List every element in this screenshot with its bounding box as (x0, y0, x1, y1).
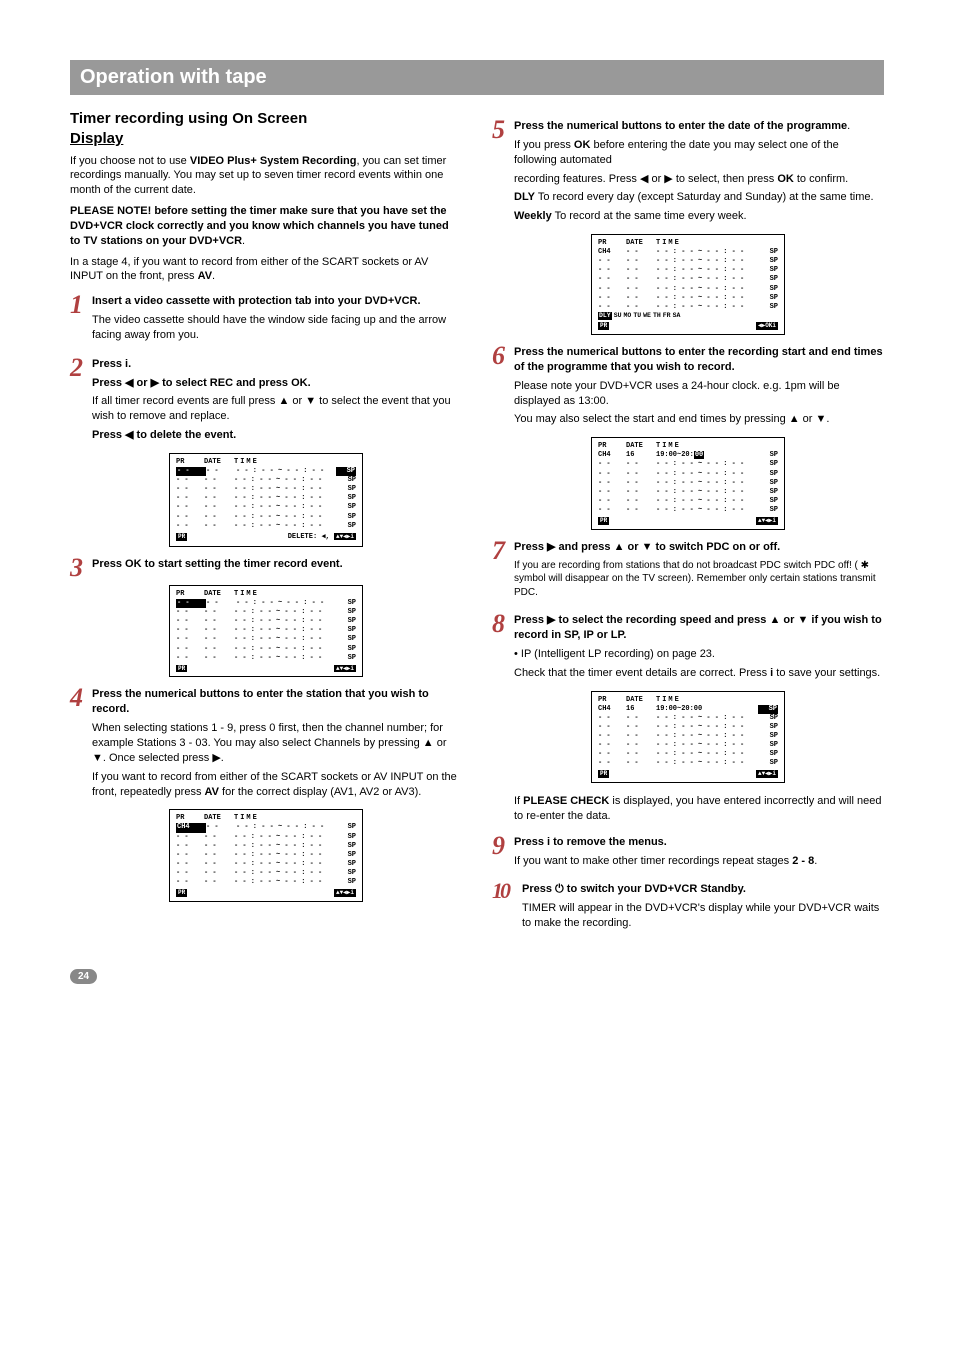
step-number: 8 (492, 613, 510, 635)
step-number: 10 (492, 882, 518, 901)
intro-p1: If you choose not to use VIDEO Plus+ Sys… (70, 154, 462, 199)
step4-b2: If you want to record from either of the… (92, 770, 462, 800)
step4-b1: When selecting stations 1 - 9, press 0 f… (92, 721, 462, 766)
step3-title: Press OK to start setting the timer reco… (92, 557, 462, 572)
step-number: 4 (70, 687, 88, 709)
osd-screen-step2: PRDATETIME - -- -- - : - - ~ - - : - -SP… (169, 453, 363, 547)
step7-title: Press ▶ and press ▲ or ▼ to switch PDC o… (514, 540, 884, 555)
step1-title: Insert a video cassette with protection … (92, 294, 462, 309)
step5-d2: Weekly To record at the same time every … (514, 209, 884, 224)
step-number: 7 (492, 540, 510, 562)
step6-b1: Please note your DVD+VCR uses a 24-hour … (514, 379, 884, 409)
step6-b2: You may also select the start and end ti… (514, 412, 884, 427)
step-number: 6 (492, 345, 510, 367)
osd-screen-step8: PRDATETIME CH41619:00~20:00SP - -- -- - … (591, 691, 785, 784)
two-column-layout: Timer recording using On Screen Display … (70, 109, 884, 939)
step-body: Press ▶ and press ▲ or ▼ to switch PDC o… (514, 540, 884, 603)
intro-note: PLEASE NOTE! before setting the timer ma… (70, 204, 462, 249)
step2-b1: If all timer record events are full pres… (92, 394, 462, 424)
step-number: 3 (70, 557, 88, 579)
step5-b2: recording features. Press ◀ or ▶ to sele… (514, 172, 884, 187)
osd-screen-step4: PRDATETIME CH4- -- - : - - ~ - - : - -SP… (169, 809, 363, 902)
subhead-line2: Display (70, 130, 123, 147)
step-2: 2 Press i. Press ◀ or ▶ to select REC an… (70, 357, 462, 447)
step-body: Press ▶ to select the recording speed an… (514, 613, 884, 684)
step-body: Press the numerical buttons to enter the… (514, 119, 884, 228)
step2-t1: Press i. (92, 357, 462, 372)
osd-screen-step5: PRDATETIME CH4- -- - : - - ~ - - : - -SP… (591, 234, 785, 335)
step2-t2: Press ◀ or ▶ to select REC and press OK. (92, 376, 462, 391)
step2-b2: Press ◀ to delete the event. (92, 428, 462, 443)
left-column: Timer recording using On Screen Display … (70, 109, 462, 939)
step5-title: Press the numerical buttons to enter the… (514, 119, 884, 134)
intro-block: If you choose not to use VIDEO Plus+ Sys… (70, 154, 462, 285)
step4-title: Press the numerical buttons to enter the… (92, 687, 462, 717)
subhead-line1: Timer recording using On Screen (70, 110, 307, 127)
step-number: 9 (492, 835, 510, 857)
section-header: Operation with tape (70, 60, 884, 95)
step-7: 7 Press ▶ and press ▲ or ▼ to switch PDC… (492, 540, 884, 603)
step-number: 5 (492, 119, 510, 141)
step-body: Press ⏻ to switch your DVD+VCR Standby. … (522, 882, 884, 935)
step8-b2: Check that the timer event details are c… (514, 666, 884, 681)
step-body: Press the numerical buttons to enter the… (514, 345, 884, 431)
step-3: 3 Press OK to start setting the timer re… (70, 557, 462, 579)
step10-b1: TIMER will appear in the DVD+VCR's displ… (522, 901, 884, 931)
step-body: Press i to remove the menus. If you want… (514, 835, 884, 873)
step5-d1: DLY To record every day (except Saturday… (514, 190, 884, 205)
intro-p2: In a stage 4, if you want to record from… (70, 255, 462, 285)
step1-body: The video cassette should have the windo… (92, 313, 462, 343)
step8-title: Press ▶ to select the recording speed an… (514, 613, 884, 643)
step-body: Press i. Press ◀ or ▶ to select REC and … (92, 357, 462, 447)
step-6: 6 Press the numerical buttons to enter t… (492, 345, 884, 431)
step8-bul: • IP (Intelligent LP recording) on page … (514, 647, 884, 662)
step-body: Press OK to start setting the timer reco… (92, 557, 462, 576)
step10-title: Press ⏻ to switch your DVD+VCR Standby. (522, 882, 884, 897)
page-footer: 24 (70, 969, 884, 985)
right-column: 5 Press the numerical buttons to enter t… (492, 109, 884, 939)
step5-b1: If you press OK before entering the date… (514, 138, 884, 168)
step-5: 5 Press the numerical buttons to enter t… (492, 119, 884, 228)
osd-screen-step3: PRDATETIME - -- -- - : - - ~ - - : - -SP… (169, 585, 363, 678)
step6-title: Press the numerical buttons to enter the… (514, 345, 884, 375)
step-8: 8 Press ▶ to select the recording speed … (492, 613, 884, 684)
osd-screen-step6: PRDATETIME CH41619:00~20:00SP - -- -- - … (591, 437, 785, 530)
step-body: Insert a video cassette with protection … (92, 294, 462, 347)
subheading: Timer recording using On Screen Display (70, 109, 462, 150)
step9-title: Press i to remove the menus. (514, 835, 884, 850)
step8-b3: If PLEASE CHECK is displayed, you have e… (514, 794, 884, 824)
step-number: 1 (70, 294, 88, 316)
step7-b1: If you are recording from stations that … (514, 559, 884, 600)
step-body: Press the numerical buttons to enter the… (92, 687, 462, 803)
step-10: 10 Press ⏻ to switch your DVD+VCR Standb… (492, 882, 884, 935)
step-4: 4 Press the numerical buttons to enter t… (70, 687, 462, 803)
step-number: 2 (70, 357, 88, 379)
step-1: 1 Insert a video cassette with protectio… (70, 294, 462, 347)
page-number: 24 (70, 969, 97, 985)
step-9: 9 Press i to remove the menus. If you wa… (492, 835, 884, 873)
step9-b1: If you want to make other timer recordin… (514, 854, 884, 869)
